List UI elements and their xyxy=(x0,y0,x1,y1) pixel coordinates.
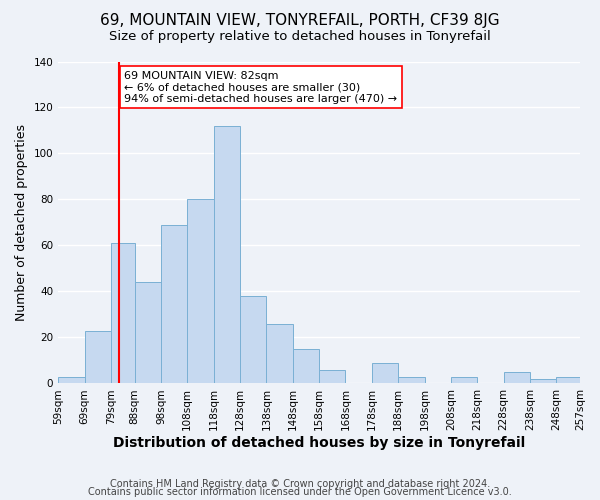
Bar xyxy=(503,372,530,384)
Bar xyxy=(451,376,477,384)
Bar xyxy=(161,225,187,384)
Text: 69 MOUNTAIN VIEW: 82sqm
← 6% of detached houses are smaller (30)
94% of semi-det: 69 MOUNTAIN VIEW: 82sqm ← 6% of detached… xyxy=(124,70,397,104)
X-axis label: Distribution of detached houses by size in Tonyrefail: Distribution of detached houses by size … xyxy=(113,436,525,450)
Bar xyxy=(187,200,214,384)
Bar xyxy=(111,243,134,384)
Bar xyxy=(556,376,580,384)
Text: 69, MOUNTAIN VIEW, TONYREFAIL, PORTH, CF39 8JG: 69, MOUNTAIN VIEW, TONYREFAIL, PORTH, CF… xyxy=(100,12,500,28)
Text: Contains public sector information licensed under the Open Government Licence v3: Contains public sector information licen… xyxy=(88,487,512,497)
Bar xyxy=(319,370,346,384)
Text: Size of property relative to detached houses in Tonyrefail: Size of property relative to detached ho… xyxy=(109,30,491,43)
Bar xyxy=(58,376,85,384)
Bar xyxy=(530,379,556,384)
Text: Contains HM Land Registry data © Crown copyright and database right 2024.: Contains HM Land Registry data © Crown c… xyxy=(110,479,490,489)
Y-axis label: Number of detached properties: Number of detached properties xyxy=(15,124,28,321)
Bar xyxy=(134,282,161,384)
Bar xyxy=(372,363,398,384)
Bar xyxy=(214,126,240,384)
Bar xyxy=(398,376,425,384)
Bar xyxy=(293,349,319,384)
Bar xyxy=(240,296,266,384)
Bar xyxy=(266,324,293,384)
Bar xyxy=(85,330,111,384)
